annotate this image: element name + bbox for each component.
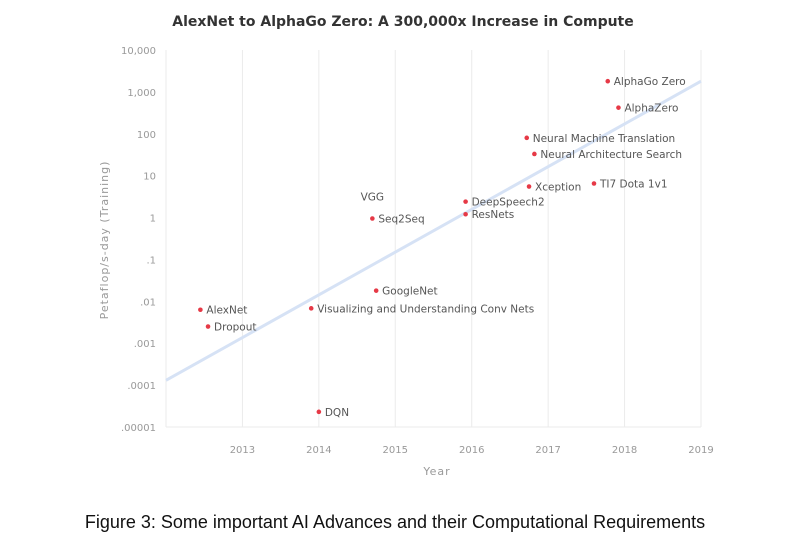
trend-line bbox=[165, 79, 702, 382]
x-tick-label: 2013 bbox=[230, 445, 255, 456]
data-label: DQN bbox=[325, 407, 349, 419]
data-label: AlexNet bbox=[206, 305, 247, 317]
data-label: Visualizing and Understanding Conv Nets bbox=[317, 303, 534, 315]
data-label: AlphaGo Zero bbox=[614, 76, 686, 88]
data-point bbox=[463, 199, 468, 204]
x-axis-ticks: 2013 2014 2015 2016 2017 2018 2019 bbox=[230, 445, 714, 456]
data-point bbox=[205, 324, 211, 329]
x-tick-label: 2015 bbox=[383, 445, 408, 456]
chart: AlexNet to AlphaGo Zero: A 300,000x Incr… bbox=[98, 14, 714, 478]
data-label: VGG bbox=[361, 191, 384, 203]
data-point bbox=[605, 78, 611, 84]
data-label: Xception bbox=[535, 182, 581, 194]
data-label: Neural Architecture Search bbox=[540, 149, 682, 161]
y-tick-label: 1 bbox=[150, 214, 156, 225]
y-tick-label: 10 bbox=[143, 172, 156, 183]
data-points: AlexNet Dropout DQN Visualizing and Underst… bbox=[198, 76, 686, 419]
data-point bbox=[616, 105, 621, 110]
data-point bbox=[591, 181, 597, 186]
y-axis-ticks: 10,000 1,000 100 10 1 .1 .01 .001 .0001 .00001 bbox=[121, 46, 156, 434]
chart-title: AlexNet to AlphaGo Zero: A 300,000x Incr… bbox=[172, 14, 634, 30]
data-label: Seq2Seq bbox=[378, 213, 424, 225]
grid bbox=[165, 50, 702, 428]
y-tick-label: 1,000 bbox=[127, 88, 156, 99]
data-point bbox=[373, 288, 379, 293]
data-label: Neural Machine Translation bbox=[533, 133, 675, 145]
data-point bbox=[532, 151, 537, 157]
y-tick-label: .00001 bbox=[121, 423, 156, 434]
data-point bbox=[524, 135, 530, 141]
y-tick-label: 100 bbox=[137, 130, 156, 141]
x-tick-label: 2016 bbox=[459, 445, 484, 456]
data-label: AlphaZero bbox=[624, 103, 678, 115]
data-label: ResNets bbox=[472, 209, 515, 221]
data-point bbox=[463, 211, 468, 217]
figure-caption: Figure 3: Some important AI Advances and… bbox=[84, 512, 706, 532]
x-axis-label: Year bbox=[422, 465, 450, 478]
data-point bbox=[198, 307, 203, 313]
trend-layer bbox=[165, 79, 702, 382]
y-tick-label: .1 bbox=[146, 255, 156, 266]
x-tick-label: 2014 bbox=[306, 445, 331, 456]
data-point bbox=[316, 409, 322, 415]
x-tick-label: 2018 bbox=[612, 445, 637, 456]
y-tick-label: .001 bbox=[134, 339, 156, 350]
y-tick-label: 10,000 bbox=[121, 46, 156, 57]
data-point bbox=[308, 306, 314, 311]
data-point bbox=[370, 216, 375, 221]
y-tick-label: .0001 bbox=[127, 381, 156, 392]
y-axis-label: Petaflop/s-day (Training) bbox=[98, 161, 111, 320]
x-tick-label: 2017 bbox=[535, 445, 560, 456]
data-point bbox=[526, 184, 532, 189]
data-label: GoogleNet bbox=[382, 286, 437, 298]
y-tick-label: .01 bbox=[140, 297, 156, 308]
data-label: DeepSpeech2 bbox=[472, 197, 545, 209]
chart-svg: AlexNet to AlphaGo Zero: A 300,000x Incr… bbox=[98, 14, 714, 478]
data-label: TI7 Dota 1v1 bbox=[599, 179, 668, 191]
x-tick-label: 2019 bbox=[688, 445, 713, 456]
data-label: Dropout bbox=[214, 322, 256, 334]
